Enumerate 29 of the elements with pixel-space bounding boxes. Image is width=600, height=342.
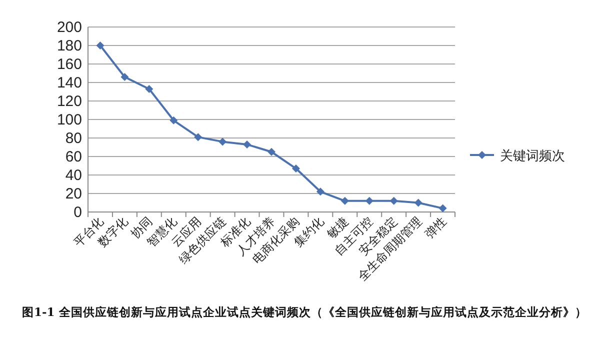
point: [365, 196, 374, 205]
point: [292, 164, 300, 173]
point: [170, 116, 178, 124]
point: [438, 204, 447, 212]
x-tick-label: 弹性: [422, 214, 449, 242]
y-tick-label: 100: [56, 112, 82, 128]
y-tick-label: 160: [56, 56, 82, 73]
point: [145, 84, 154, 93]
y-tick-label: 180: [56, 38, 82, 54]
y-tick-label: 20: [65, 186, 82, 202]
point: [194, 133, 202, 142]
point: [316, 188, 324, 196]
legend-label: 关键词频次: [500, 149, 565, 164]
point: [414, 198, 422, 207]
y-tick-label: 0: [74, 204, 82, 221]
point: [340, 196, 349, 205]
point: [218, 138, 227, 146]
y-tick-label: 80: [65, 130, 82, 147]
y-tick-label: 200: [56, 19, 82, 36]
point: [243, 140, 252, 148]
caption: 图1-1 全国供应链创新与应用试点企业试点关键词频次（《全国供应链创新与应用试点及示范企业分析》）: [22, 305, 587, 319]
y-tick-label: 60: [65, 148, 82, 166]
point: [96, 42, 104, 50]
y-tick-label: 140: [56, 74, 82, 92]
y-tick-label: 40: [65, 167, 82, 184]
y-tick-label: 120: [56, 93, 82, 110]
point: [390, 196, 398, 205]
point: [120, 72, 129, 81]
point: [268, 148, 276, 156]
